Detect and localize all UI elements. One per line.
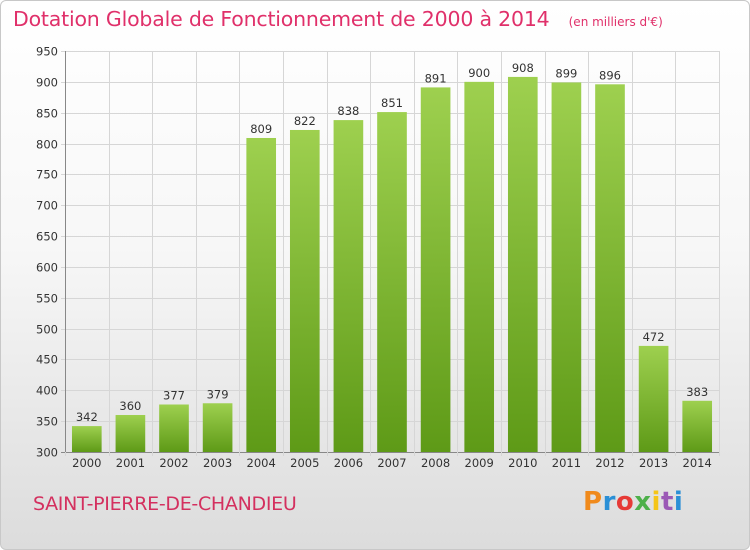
logo-letter: i xyxy=(651,487,661,517)
y-tick-label: 450 xyxy=(36,353,58,367)
bar-value-label: 377 xyxy=(163,388,185,402)
y-tick-label: 800 xyxy=(36,138,58,152)
bar-value-label: 822 xyxy=(294,114,316,128)
bar[interactable] xyxy=(159,404,189,452)
x-tick-label: 2011 xyxy=(552,456,581,470)
logo-letter: r xyxy=(602,487,616,517)
bar-value-label: 838 xyxy=(337,104,359,118)
bar[interactable] xyxy=(595,84,625,452)
bar[interactable] xyxy=(377,112,407,453)
y-tick-label: 950 xyxy=(36,45,58,59)
bar[interactable] xyxy=(71,426,102,452)
bar-layer xyxy=(71,76,713,453)
bar[interactable] xyxy=(682,400,713,452)
chart-title: Dotation Globale de Fonctionnement de 20… xyxy=(13,7,550,31)
bar-value-label: 900 xyxy=(468,66,490,80)
y-tick-label: 400 xyxy=(36,384,58,398)
bar-value-label: 360 xyxy=(119,399,141,413)
x-tick-label: 2009 xyxy=(465,456,494,470)
x-tick-label: 2001 xyxy=(116,456,145,470)
label-layer: 342 360 377 379 809 822 838 851 891 900 908 899 896 4… xyxy=(76,61,708,424)
x-tick-label: 2003 xyxy=(203,456,232,470)
bar[interactable] xyxy=(638,345,669,452)
bar-value-label: 896 xyxy=(599,68,621,82)
bar[interactable] xyxy=(507,76,538,452)
x-tick-label: 2004 xyxy=(247,456,276,470)
x-tick-label: 2002 xyxy=(159,456,188,470)
y-tick-label: 700 xyxy=(36,199,58,213)
bar[interactable] xyxy=(246,137,277,453)
bar[interactable] xyxy=(420,87,451,452)
x-tick-label: 2014 xyxy=(683,456,712,470)
bar-value-label: 899 xyxy=(555,66,577,80)
bar[interactable] xyxy=(115,414,146,452)
bar[interactable] xyxy=(202,403,233,452)
y-tick-label: 550 xyxy=(36,292,58,306)
x-tick-label: 2008 xyxy=(421,456,450,470)
y-tick-label: 900 xyxy=(36,76,58,90)
x-tick-label: 2010 xyxy=(508,456,537,470)
bar[interactable] xyxy=(551,82,582,452)
x-tick-label: 2007 xyxy=(377,456,406,470)
y-tick-label: 350 xyxy=(36,415,58,429)
x-tick-label: 2005 xyxy=(290,456,319,470)
chart-unit: (en milliers d'€) xyxy=(568,15,663,29)
title-row: Dotation Globale de Fonctionnement de 20… xyxy=(13,7,663,31)
proxiti-logo[interactable]: Proxiti xyxy=(583,487,683,517)
bar-value-label: 342 xyxy=(76,410,98,424)
logo-letter: i xyxy=(673,487,684,517)
bar-value-label: 851 xyxy=(381,96,403,110)
commune-name: SAINT-PIERRE-DE-CHANDIEU xyxy=(33,493,297,515)
logo-letter: o xyxy=(615,487,635,517)
y-tick-label: 600 xyxy=(36,261,58,275)
bar[interactable] xyxy=(333,120,364,452)
bar-value-label: 383 xyxy=(686,385,708,399)
y-tick-label: 750 xyxy=(36,168,58,182)
bar-value-label: 891 xyxy=(425,71,447,85)
x-tick-label: 2013 xyxy=(639,456,668,470)
bar[interactable] xyxy=(464,81,495,452)
axis-layer: 300 350 400 450 500 550 600 650 700 750 800 850 900 9… xyxy=(36,45,712,471)
logo-letter: t xyxy=(660,487,674,517)
x-tick-label: 2006 xyxy=(334,456,363,470)
bar-value-label: 472 xyxy=(643,330,665,344)
logo-letter: x xyxy=(634,487,652,517)
bar-value-label: 908 xyxy=(512,61,534,75)
x-tick-label: 2012 xyxy=(595,456,624,470)
y-tick-label: 500 xyxy=(36,323,58,337)
y-tick-label: 850 xyxy=(36,107,58,121)
bar-value-label: 379 xyxy=(207,387,229,401)
y-tick-label: 650 xyxy=(36,230,58,244)
logo-letter: P xyxy=(583,487,603,517)
x-tick-label: 2000 xyxy=(72,456,101,470)
y-tick-label: 300 xyxy=(36,446,58,460)
bar[interactable] xyxy=(289,129,320,452)
bar-value-label: 809 xyxy=(250,122,272,136)
